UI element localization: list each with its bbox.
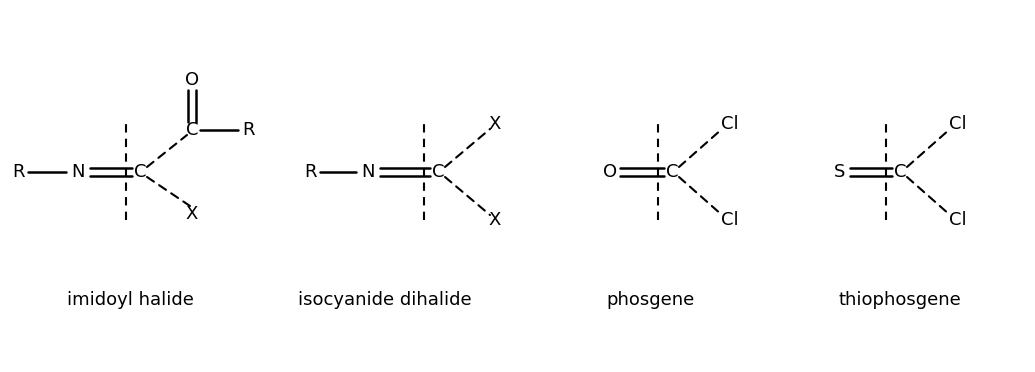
Text: Cl: Cl — [949, 211, 967, 229]
Text: R: R — [303, 163, 317, 181]
Text: Cl: Cl — [721, 211, 739, 229]
Text: N: N — [71, 163, 85, 181]
Text: R: R — [242, 121, 255, 139]
Text: isocyanide dihalide: isocyanide dihalide — [298, 291, 472, 309]
Text: C: C — [185, 121, 199, 139]
Text: X: X — [489, 115, 501, 133]
Text: C: C — [894, 163, 907, 181]
Text: C: C — [666, 163, 678, 181]
Text: N: N — [361, 163, 375, 181]
Text: thiophosgene: thiophosgene — [838, 291, 962, 309]
Text: Cl: Cl — [949, 115, 967, 133]
Text: Cl: Cl — [721, 115, 739, 133]
Text: X: X — [489, 211, 501, 229]
Text: X: X — [186, 205, 198, 223]
Text: S: S — [834, 163, 846, 181]
Text: C: C — [432, 163, 444, 181]
Text: imidoyl halide: imidoyl halide — [66, 291, 194, 309]
Text: O: O — [603, 163, 617, 181]
Text: R: R — [11, 163, 24, 181]
Text: C: C — [134, 163, 146, 181]
Text: O: O — [185, 71, 199, 89]
Text: phosgene: phosgene — [605, 291, 694, 309]
